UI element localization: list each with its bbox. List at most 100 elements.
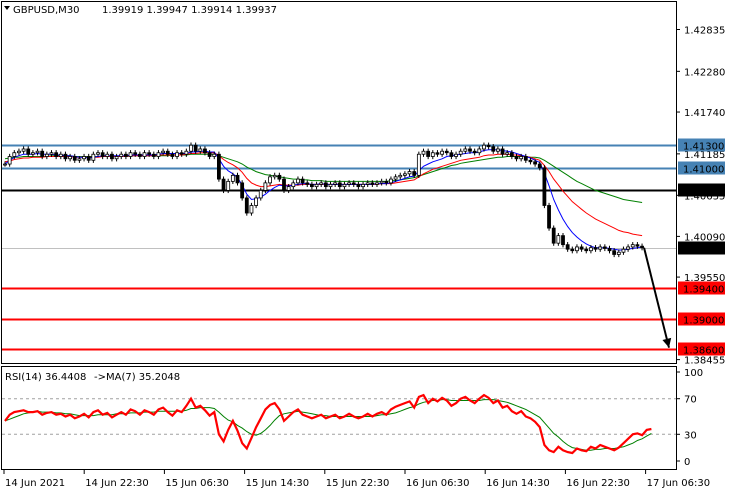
level-label-bg-1.41300 [678,138,725,152]
candle-body-26 [124,153,128,157]
candle-body-80 [375,182,379,185]
rsi-tick-label-2: 30 [684,430,697,441]
candle-body-25 [119,153,124,157]
candle-body-32 [151,153,156,157]
candle-body-37 [175,152,179,157]
price-tick-label-3: 1.41185 [684,150,725,161]
candle-body-28 [133,152,138,155]
candle-body-99 [463,148,468,152]
candle-body-137 [640,245,644,249]
candle-body-44 [207,152,212,157]
candle-body-135 [630,244,635,248]
candle-body-10 [49,152,54,155]
rsi-ma-line [4,399,652,451]
candle-body-120 [561,235,565,246]
candle-body-122 [570,248,575,252]
ma-fast-line [4,149,643,251]
candle-body-51 [240,182,245,199]
candle-body-70 [328,183,333,188]
candle-body-84 [393,176,398,180]
candle-body-96 [449,152,454,157]
candle-body-39 [184,150,189,155]
candle-body-132 [616,251,621,255]
candle-body-106 [495,148,500,152]
rsi-header: RSI(14) 36.4408 ->MA(7) 35.2048 [5,372,180,383]
rsi-label: RSI(14) 36.4408 [5,372,86,383]
candle-body-91 [426,150,431,157]
candle-body-63 [296,178,300,184]
price-tick-label-5: 1.40090 [684,232,725,243]
candle-body-57 [268,176,272,184]
level-label-1.40700: 1.40700 [683,187,724,198]
level-label-bg-1.40700 [678,183,725,197]
candle-body-73 [342,183,347,188]
candle-body-117 [547,205,551,229]
candle-body-30 [142,152,147,157]
candle-body-100 [468,148,472,152]
level-label-1.41300: 1.41300 [683,142,724,153]
candle-body-89 [416,153,421,176]
candle-body-59 [277,174,282,180]
candle-body-34 [161,150,166,154]
candle-body-111 [519,156,524,160]
candle-body-131 [612,250,617,255]
level-label-bg-1.38600 [678,342,725,356]
candle-body-72 [337,182,342,188]
level-label-bg-1.39400 [678,281,725,295]
candle-body-17 [82,156,86,160]
level-label-1.41000: 1.41000 [683,165,724,176]
chart-header: GBPUSD,M30 1.39919 1.39947 1.39914 1.399… [4,5,277,16]
candle-body-95 [444,150,449,154]
candle-body-77 [361,183,365,188]
candle-body-110 [514,156,519,160]
candle-body-98 [458,150,463,155]
candle-body-53 [249,205,254,214]
candle-body-62 [291,182,296,188]
candles [3,142,644,258]
current-price-label: 1.39937 [683,245,724,256]
price-tick-label-6: 1.39550 [684,273,725,284]
candle-body-82 [384,180,389,184]
candle-body-9 [44,153,49,157]
candle-body-94 [440,150,445,155]
rsi-axis: 100 70 30 0 [676,368,703,468]
time-tick-label-7: 16 Jun 22:30 [566,478,630,489]
candle-body-38 [179,152,184,155]
candle-body-36 [170,153,175,157]
price-pane-border [1,1,677,364]
candle-body-12 [58,153,63,157]
candle-body-35 [165,150,170,155]
rsi-tick-label-0: 100 [684,368,703,379]
candle-body-123 [575,246,579,252]
level-labels: 1.41300 1.41000 1.40700 1.39400 1.39000 1.386… [678,138,725,357]
candle-body-66 [309,183,314,188]
rsi-ma-label: ->MA(7) 35.2048 [94,372,180,383]
candle-body-50 [235,174,240,184]
candle-body-49 [230,174,235,182]
candle-body-68 [319,182,324,185]
candle-body-21 [100,152,105,157]
candle-body-56 [263,182,268,191]
candle-body-11 [54,152,59,157]
candle-body-86 [402,173,407,176]
candle-body-75 [351,182,356,185]
rsi-pane-border [1,366,677,470]
candle-body-125 [584,248,589,252]
ma-mid-line [4,152,643,237]
level-label-1.38600: 1.38600 [683,346,724,357]
candle-body-2 [12,152,17,157]
candle-body-16 [77,158,82,161]
price-axis: 1.42835 1.42280 1.41740 1.41185 1.40635 1.400… [676,26,725,367]
time-tick-label-5: 16 Jun 06:30 [406,478,470,489]
candle-body-20 [96,152,100,155]
candle-body-134 [626,246,630,250]
candle-body-5 [26,148,31,155]
rsi-pane [2,393,676,455]
candle-body-79 [370,182,375,185]
candle-body-58 [272,174,277,178]
candle-body-29 [137,153,142,157]
price-tick-label-4: 1.40635 [684,191,725,202]
candle-body-45 [212,153,217,157]
candle-body-13 [63,153,68,160]
candle-body-101 [472,150,477,154]
